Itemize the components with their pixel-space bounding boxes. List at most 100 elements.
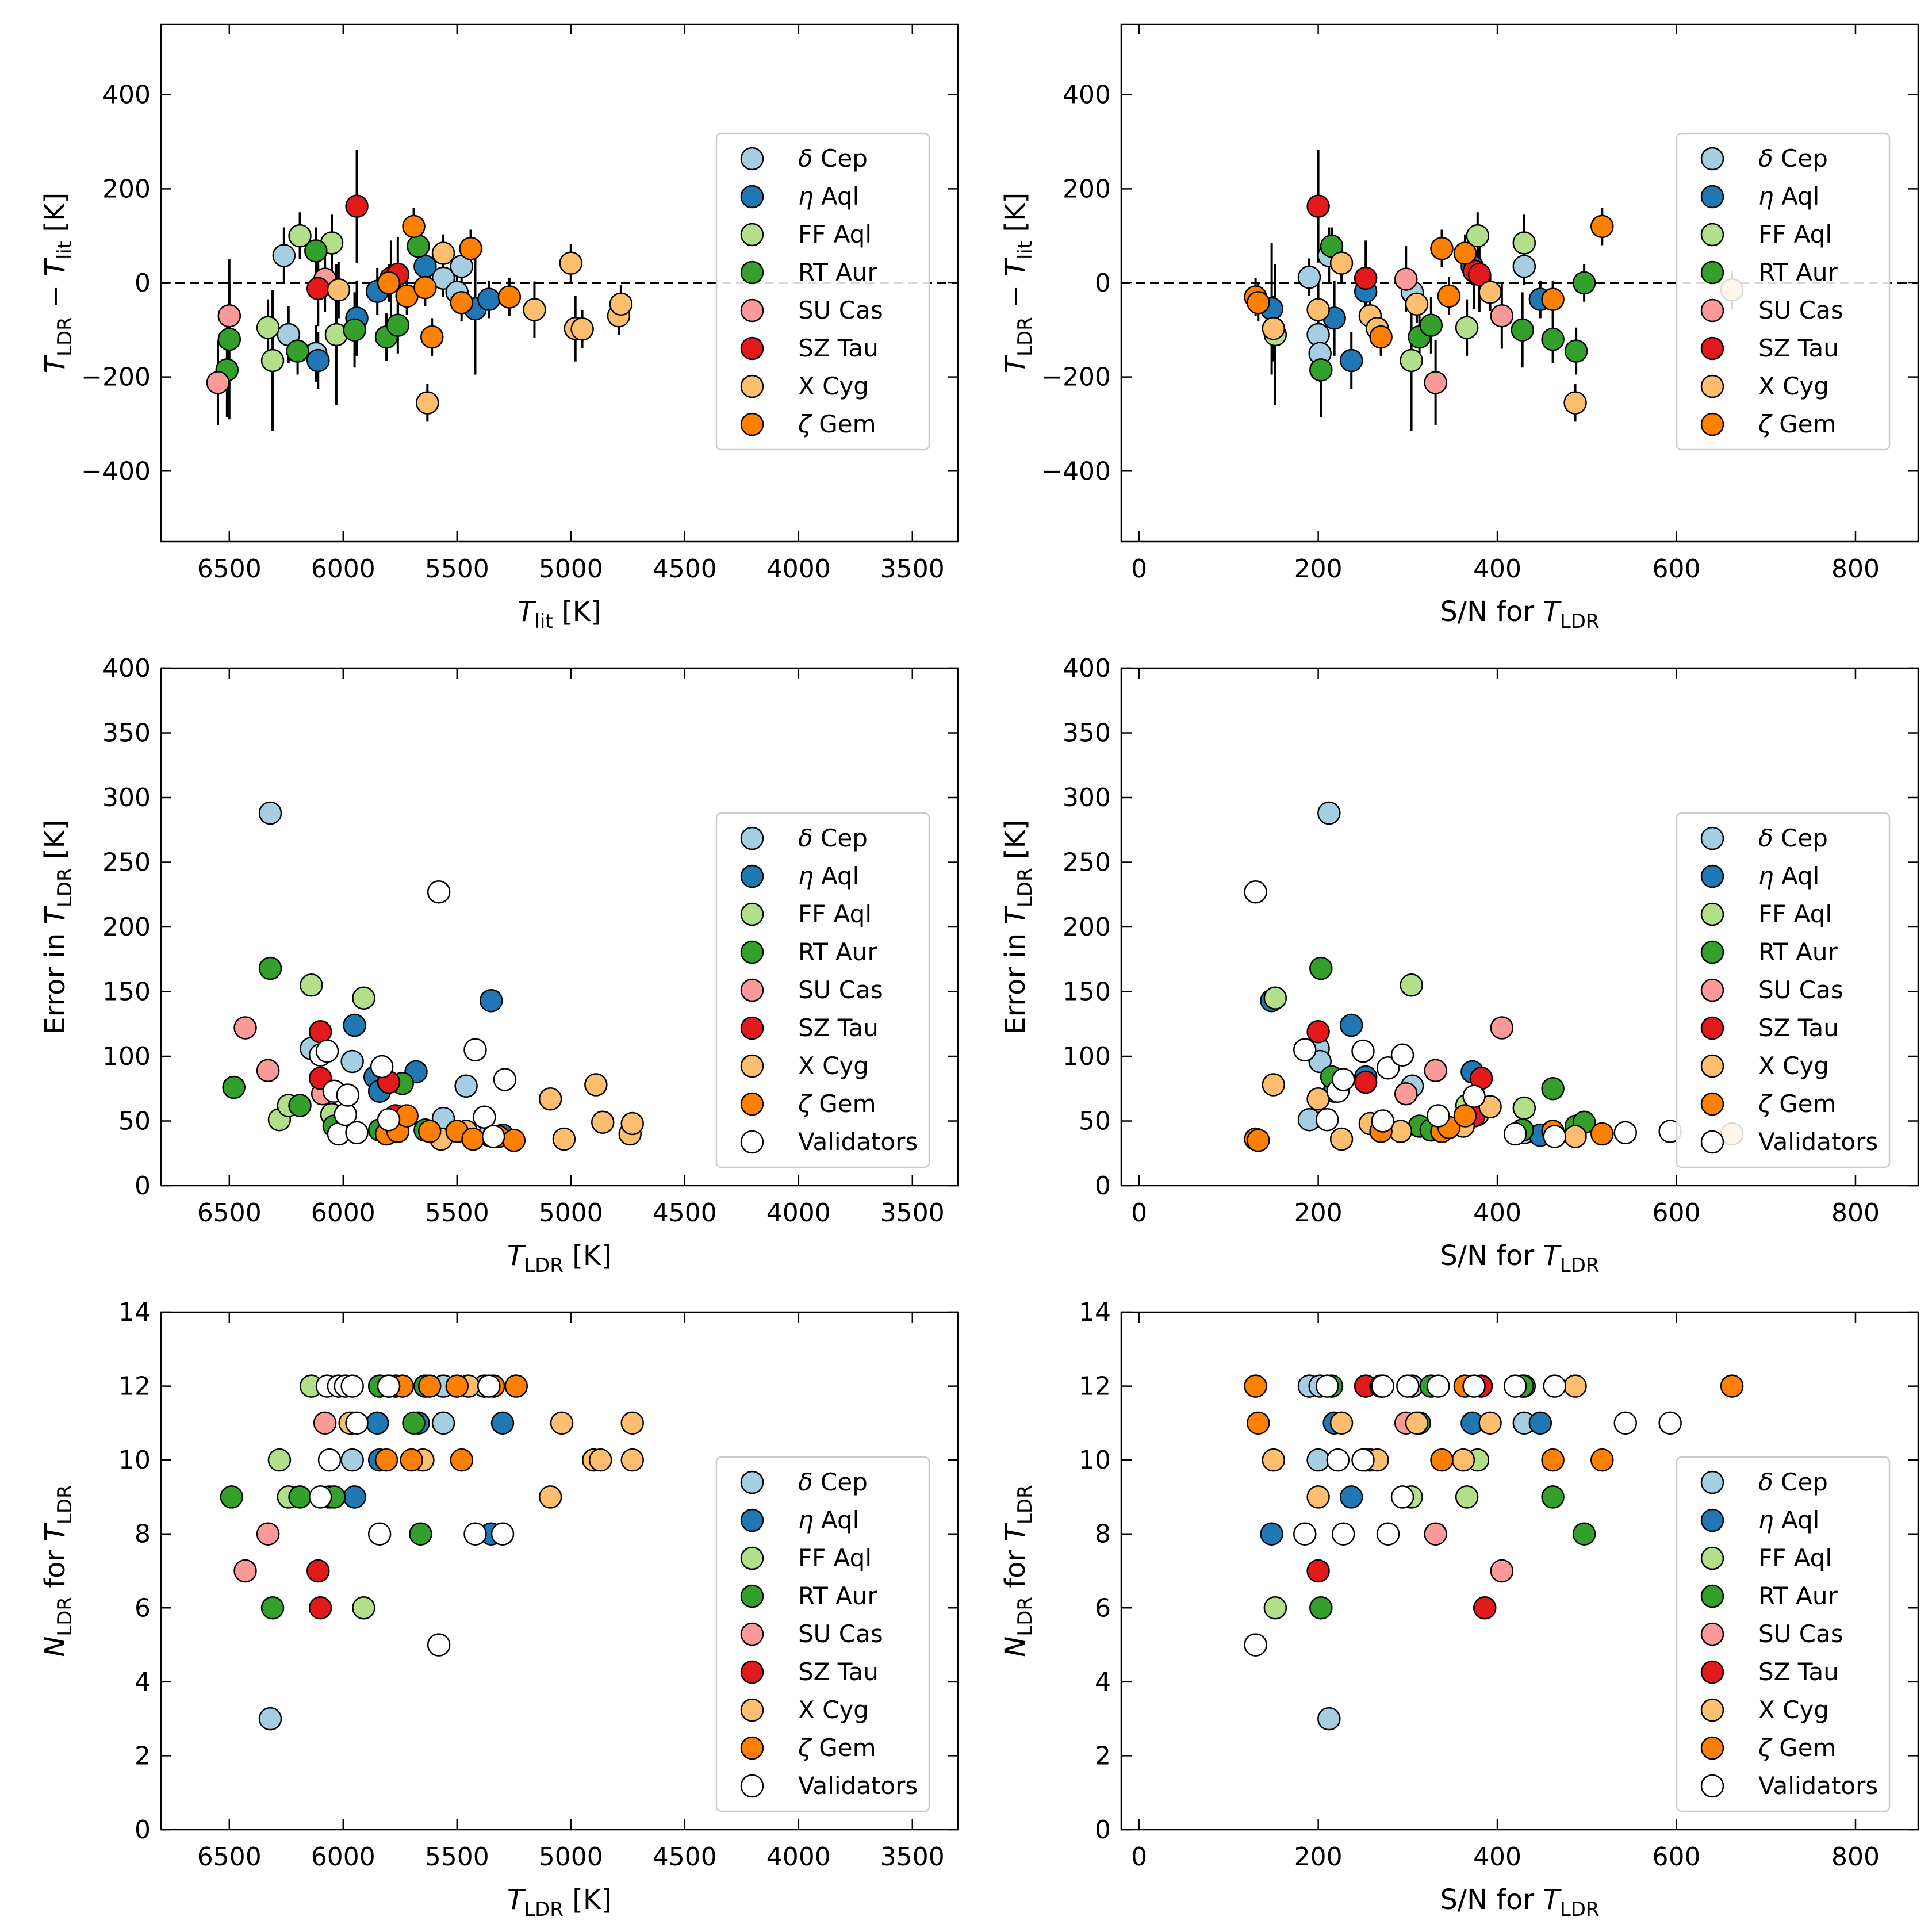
point-zGem bbox=[450, 291, 473, 315]
point-dCep bbox=[1317, 1707, 1341, 1731]
point-Val bbox=[481, 1125, 505, 1148]
point-Val bbox=[1658, 1411, 1682, 1435]
legend-marker-dCep bbox=[1700, 147, 1724, 171]
x-axis-label: TLDR [K] bbox=[507, 1884, 612, 1921]
point-eAql bbox=[1260, 1522, 1283, 1546]
point-dCep bbox=[454, 1074, 478, 1098]
point-eAql bbox=[1339, 348, 1363, 373]
legend-label-SZTau: SZ Tau bbox=[798, 1014, 879, 1042]
y-tick-label: 8 bbox=[1095, 1520, 1111, 1549]
x-tick-label: 6500 bbox=[197, 1198, 262, 1228]
x-tick-label: 6000 bbox=[311, 554, 375, 584]
point-Val bbox=[1462, 1374, 1486, 1398]
point-FFAql bbox=[300, 973, 323, 997]
legend-label-zGem: ζ Gem bbox=[798, 1734, 876, 1762]
chart-panel-p6: 0 200 400 600 800 0 2 4 6 8 10 12 14 S/N for TLDR NLDR… bbox=[999, 1298, 1919, 1921]
y-tick-label: 10 bbox=[1079, 1446, 1111, 1475]
point-XCyg bbox=[1329, 251, 1354, 275]
x-tick-label: 6000 bbox=[311, 1842, 375, 1872]
point-zGem bbox=[497, 285, 522, 309]
y-tick-label: −200 bbox=[1041, 363, 1111, 392]
point-Val bbox=[308, 1485, 332, 1509]
y-tick-label: 200 bbox=[102, 913, 151, 942]
y-tick-label: 4 bbox=[135, 1667, 151, 1697]
plot-frame bbox=[160, 1311, 959, 1831]
legend-label-RTAur: RT Aur bbox=[1758, 1582, 1838, 1610]
data-layer bbox=[1244, 150, 1744, 431]
legend-marker-RTAur bbox=[1700, 940, 1724, 964]
y-tick-label: 250 bbox=[1063, 848, 1111, 877]
legend-marker-Val bbox=[1700, 1130, 1724, 1154]
point-RTAur bbox=[1419, 313, 1443, 337]
point-zGem bbox=[1720, 1374, 1744, 1398]
legend-marker-Val bbox=[1700, 1774, 1724, 1798]
point-XCyg bbox=[538, 1485, 562, 1509]
point-XCyg bbox=[620, 1411, 644, 1435]
legend-marker-RTAur bbox=[740, 1584, 764, 1608]
point-zGem bbox=[1590, 1122, 1614, 1146]
legend-marker-dCep bbox=[740, 1470, 764, 1494]
legend-label-eAql: η Aql bbox=[1758, 1506, 1819, 1534]
y-tick-label: 150 bbox=[102, 977, 151, 1007]
legend: δ Cep η Aql FF Aql RT Aur SU Cas SZ Tau X Cyg ζ… bbox=[715, 812, 930, 1168]
legend-label-SUCas: SU Cas bbox=[1758, 296, 1843, 324]
point-XCyg bbox=[1306, 1485, 1330, 1509]
point-zGem bbox=[1247, 1411, 1270, 1435]
legend-marker-eAql bbox=[740, 185, 764, 209]
legend-label-eAql: η Aql bbox=[798, 1506, 859, 1534]
x-tick-label: 5500 bbox=[425, 1198, 489, 1228]
point-FFAql bbox=[1466, 224, 1490, 248]
point-SZTau bbox=[306, 277, 330, 301]
x-axis-label: S/N for TLDR bbox=[1440, 1240, 1599, 1277]
point-Val bbox=[1390, 1043, 1414, 1067]
y-tick-label: 14 bbox=[118, 1298, 151, 1327]
legend-label-eAql: η Aql bbox=[798, 182, 859, 210]
point-Val bbox=[1503, 1374, 1527, 1398]
x-tick-label: 6000 bbox=[311, 1198, 375, 1228]
y-axis-label: NLDR for TLDR bbox=[999, 1485, 1037, 1657]
point-dCep bbox=[340, 1049, 364, 1074]
x-tick-label: 3500 bbox=[880, 1842, 945, 1872]
legend-label-FFAql: FF Aql bbox=[1758, 1544, 1832, 1572]
legend: δ Cep η Aql FF Aql RT Aur SU Cas SZ Tau X Cyg ζ… bbox=[1676, 812, 1891, 1168]
point-zGem bbox=[1453, 241, 1477, 265]
point-SZTau bbox=[1306, 1020, 1330, 1044]
x-tick-label: 600 bbox=[1653, 1842, 1701, 1872]
point-dCep bbox=[258, 1707, 282, 1731]
chart-panel-p5: 6500 6000 5500 5000 4500 4000 3500 0 2 4 6 8 10 12 14 T… bbox=[39, 1298, 959, 1921]
x-tick-label: 5500 bbox=[425, 554, 489, 584]
y-tick-label: −400 bbox=[81, 457, 151, 486]
x-tick-label: 0 bbox=[1131, 1842, 1147, 1872]
point-eAql bbox=[477, 288, 501, 311]
point-SZTau bbox=[1306, 194, 1330, 218]
point-XCyg bbox=[609, 292, 633, 316]
x-tick-label: 5500 bbox=[425, 1842, 489, 1872]
legend-marker-SZTau bbox=[740, 336, 764, 361]
legend-marker-FFAql bbox=[740, 1546, 764, 1570]
y-tick-label: 4 bbox=[1095, 1667, 1111, 1697]
point-FFAql bbox=[256, 316, 280, 339]
point-dCep bbox=[340, 1448, 364, 1472]
y-tick-label: 0 bbox=[1095, 1815, 1111, 1845]
legend-label-zGem: ζ Gem bbox=[1758, 410, 1837, 438]
point-RTAur bbox=[1511, 318, 1534, 342]
point-XCyg bbox=[538, 1087, 562, 1111]
point-eAql bbox=[306, 348, 330, 373]
legend-label-Val: Validators bbox=[798, 1772, 918, 1800]
point-SUCas bbox=[206, 371, 230, 394]
point-FFAql bbox=[1400, 348, 1423, 373]
y-tick-label: 0 bbox=[135, 269, 151, 298]
point-eAql bbox=[479, 989, 503, 1013]
point-zGem bbox=[459, 237, 482, 260]
point-XCyg bbox=[1563, 1125, 1587, 1148]
point-RTAur bbox=[288, 1485, 312, 1509]
legend-label-eAql: η Aql bbox=[798, 862, 859, 890]
x-axis-label: S/N for TLDR bbox=[1440, 596, 1599, 633]
point-RTAur bbox=[1309, 358, 1333, 382]
legend-label-dCep: δ Cep bbox=[1758, 1468, 1828, 1496]
point-SZTau bbox=[308, 1020, 332, 1044]
y-tick-label: 2 bbox=[135, 1741, 151, 1770]
point-XCyg bbox=[552, 1127, 576, 1151]
legend-label-SUCas: SU Cas bbox=[1758, 1620, 1843, 1648]
y-tick-label: 250 bbox=[102, 848, 151, 877]
